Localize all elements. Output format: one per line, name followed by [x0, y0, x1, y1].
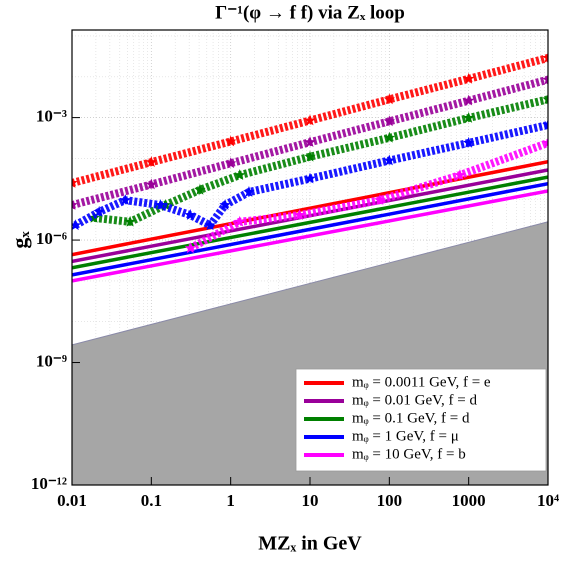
scan-star: [542, 93, 548, 105]
x-tick-label: 1000: [452, 491, 486, 510]
legend-label: mᵩ = 0.0011 GeV, f = e: [352, 374, 491, 390]
scan-star: [383, 131, 396, 143]
x-tick-label: 10: [302, 491, 319, 510]
scan-star: [374, 194, 386, 206]
scan-star: [224, 135, 237, 147]
scan-star: [184, 209, 197, 220]
scan-star: [542, 73, 548, 85]
scan-star: [462, 94, 475, 106]
scan-star: [219, 199, 231, 210]
y-tick-label: 10⁻⁶: [36, 229, 67, 248]
scan-star: [293, 209, 306, 220]
scan-star: [184, 242, 197, 254]
scan-star: [304, 172, 316, 184]
scan-star: [304, 136, 316, 148]
x-tick-label: 0.1: [141, 491, 162, 510]
scan-star: [542, 136, 548, 148]
scan-star: [224, 157, 237, 169]
scan-star: [204, 219, 216, 231]
x-tick-label: 10⁴: [537, 491, 559, 510]
limit-line: [72, 160, 548, 257]
limit-line: [72, 182, 548, 277]
x-axis-label: MZₓ in GeV: [258, 533, 362, 555]
scan-star: [454, 169, 466, 180]
scan-star: [462, 72, 475, 84]
scan-star: [154, 199, 167, 210]
scan-star: [383, 154, 396, 166]
scan-star: [304, 114, 316, 126]
x-tick-label: 100: [377, 491, 403, 510]
legend-label: mᵩ = 10 GeV, f = b: [352, 446, 466, 462]
x-tick-label: 0.01: [57, 491, 87, 510]
legend: mᵩ = 0.0011 GeV, f = e mᵩ = 0.01 GeV, f =…: [295, 368, 547, 472]
y-tick-label: 10⁻¹²: [31, 474, 67, 493]
scan-band: [73, 121, 548, 230]
scan-star: [462, 111, 475, 123]
legend-label: mᵩ = 1 GeV, f = μ: [352, 428, 459, 444]
scan-star: [542, 51, 548, 63]
limit-line: [72, 175, 548, 270]
x-tick-label: 1: [226, 491, 235, 510]
scan-band: [188, 139, 548, 252]
scan-star: [124, 215, 136, 227]
scan-star: [304, 150, 316, 162]
scan-star: [243, 186, 255, 197]
scan-star: [383, 93, 396, 105]
scan-star: [462, 136, 475, 148]
scan-star: [72, 199, 78, 210]
scan-star: [72, 177, 78, 188]
y-tick-label: 10⁻⁹: [36, 351, 67, 370]
chart-title: Γ⁻¹(φ → f f) via Zₓ loop: [215, 2, 405, 23]
scan-star: [145, 156, 158, 168]
scan-star: [194, 183, 206, 195]
scan-star: [233, 215, 246, 227]
scan-star: [145, 178, 158, 190]
axes: 0.01 0.1 1 10 100 1000 10⁴ 10⁻¹² 10⁻⁹ 10⁻⁶ 10⁻³: [31, 107, 559, 510]
legend-label: mᵩ = 0.1 GeV, f = d: [352, 410, 470, 426]
scan-star: [93, 205, 105, 217]
scan-star: [233, 169, 246, 180]
scan-star: [542, 118, 548, 130]
legend-label: mᵩ = 0.01 GeV, f = d: [352, 392, 477, 408]
limit-line: [72, 189, 548, 283]
scan-star: [383, 115, 396, 127]
scan-star: [72, 219, 81, 231]
scan-star: [119, 194, 132, 206]
y-axis-label: gₓ: [7, 231, 32, 249]
y-tick-label: 10⁻³: [36, 107, 67, 126]
